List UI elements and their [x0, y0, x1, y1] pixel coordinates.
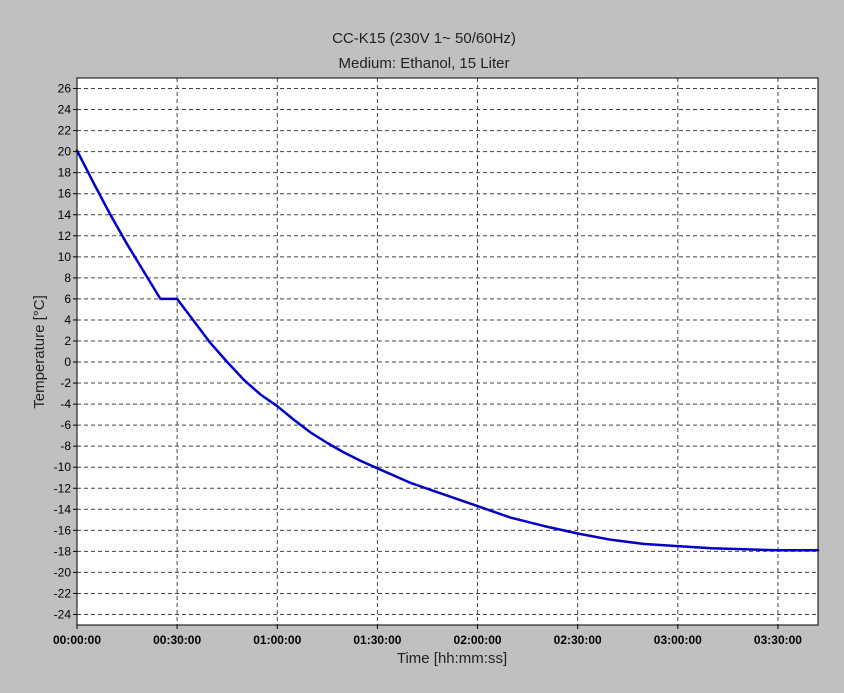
y-axis: 26242220181614121086420-2-4-6-8-10-12-14… [54, 82, 77, 621]
y-axis-label: Temperature [°C] [31, 295, 48, 409]
y-tick-label: -2 [60, 376, 71, 390]
y-tick-label: 12 [58, 229, 72, 243]
y-tick-label: 4 [64, 313, 71, 327]
series-layer [75, 149, 820, 552]
y-tick-label: -22 [54, 586, 72, 600]
y-tick-label: 0 [64, 355, 71, 369]
y-tick-label: -18 [54, 544, 72, 558]
y-tick-label: 10 [58, 250, 72, 264]
y-tick-label: 24 [58, 103, 72, 117]
y-tick-label: -4 [60, 397, 71, 411]
chart-subtitle: Medium: Ethanol, 15 Liter [339, 55, 510, 72]
plot-frame [76, 77, 819, 626]
y-tick-label: 20 [58, 145, 72, 159]
chart-title: CC-K15 (230V 1~ 50/60Hz) [332, 30, 516, 47]
x-tick-label: 00:00:00 [53, 633, 101, 647]
x-tick-label: 03:30:00 [754, 633, 802, 647]
x-tick-label: 01:00:00 [253, 633, 301, 647]
y-tick-label: 6 [64, 292, 71, 306]
y-tick-label: 16 [58, 187, 72, 201]
y-tick-label: 14 [58, 208, 72, 222]
y-tick-label: 26 [58, 82, 72, 96]
y-tick-label: 18 [58, 166, 72, 180]
y-tick-label: 8 [64, 271, 71, 285]
y-tick-label: 2 [64, 334, 71, 348]
x-tick-label: 01:30:00 [353, 633, 401, 647]
x-tick-label: 03:00:00 [654, 633, 702, 647]
x-tick-label: 02:00:00 [454, 633, 502, 647]
y-tick-label: -6 [60, 418, 71, 432]
plot-area [77, 78, 818, 625]
y-tick-label: -10 [54, 460, 72, 474]
x-tick-label: 02:30:00 [554, 633, 602, 647]
y-tick-label: -14 [54, 502, 72, 516]
x-axis-label: Time [hh:mm:ss] [397, 650, 507, 667]
x-tick-label: 00:30:00 [153, 633, 201, 647]
temperature-series-line [75, 149, 820, 552]
y-tick-label: -16 [54, 523, 72, 537]
y-tick-label: -20 [54, 565, 72, 579]
y-tick-label: -8 [60, 439, 71, 453]
y-tick-label: -12 [54, 481, 72, 495]
x-axis: 00:00:00 00:30:00 01:00:00 01:30:00 02:00:00… [53, 625, 802, 647]
y-tick-label: -24 [54, 607, 72, 621]
y-tick-label: 22 [58, 124, 72, 138]
